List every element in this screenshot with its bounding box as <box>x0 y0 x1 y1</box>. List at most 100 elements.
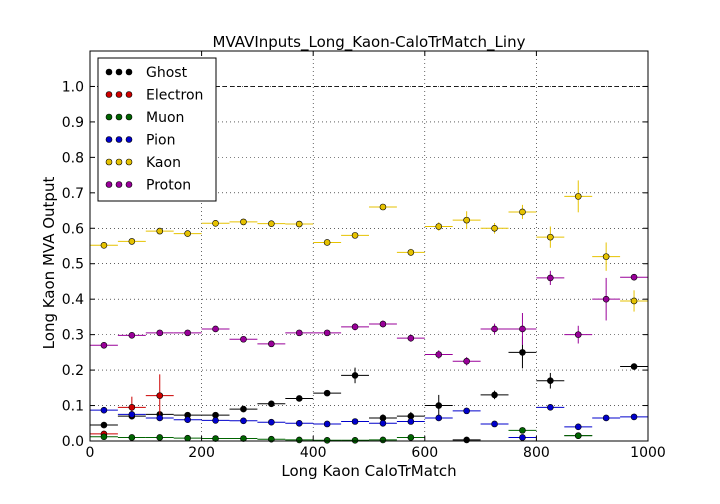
marker <box>407 434 415 441</box>
data-point <box>285 436 314 444</box>
data-marks <box>90 180 648 444</box>
marker <box>156 329 164 337</box>
marker <box>156 414 164 422</box>
marker <box>295 329 303 337</box>
marker <box>268 340 275 348</box>
legend-marker <box>105 158 113 166</box>
legend-label: Muon <box>146 110 184 126</box>
data-point <box>369 320 397 328</box>
y-tick-label: 0.1 <box>62 399 84 415</box>
data-point <box>145 374 174 417</box>
marker <box>547 233 554 241</box>
data-point <box>257 400 286 408</box>
marker <box>323 436 331 444</box>
data-point <box>620 273 648 281</box>
marker <box>100 341 108 349</box>
marker <box>547 274 554 282</box>
series-pion <box>90 404 648 441</box>
data-point <box>564 432 593 439</box>
marker <box>519 434 526 441</box>
data-point <box>201 220 230 227</box>
marker <box>212 435 219 442</box>
marker <box>100 433 108 441</box>
y-tick-label: 0.5 <box>62 257 84 273</box>
legend-item-electron: Electron <box>105 88 203 104</box>
y-tick-label: 0.3 <box>62 328 84 344</box>
x-tick-label: 600 <box>411 445 438 461</box>
legend-marker <box>105 113 113 121</box>
data-point <box>117 332 146 339</box>
data-point <box>229 405 258 413</box>
data-point <box>536 226 565 248</box>
x-tick-label: 400 <box>300 445 327 461</box>
marker <box>351 323 359 331</box>
marker <box>379 419 387 427</box>
marker <box>491 420 498 428</box>
data-point <box>313 420 342 428</box>
marker <box>491 325 498 333</box>
legend-item-ghost: Ghost <box>105 65 188 81</box>
data-point <box>229 218 258 226</box>
marker <box>351 418 359 425</box>
legend-marker <box>125 158 133 166</box>
legend-label: Ghost <box>146 65 188 81</box>
data-point <box>424 414 453 422</box>
marker <box>240 335 247 343</box>
marker <box>491 224 498 232</box>
data-point <box>396 248 425 256</box>
marker <box>240 218 247 226</box>
marker <box>574 423 582 431</box>
marker <box>435 402 443 409</box>
marker <box>519 325 526 333</box>
data-point <box>257 220 286 227</box>
legend-marker <box>115 113 123 121</box>
data-point <box>285 220 314 228</box>
marker <box>323 329 331 337</box>
data-point <box>90 421 118 429</box>
data-point <box>313 436 342 444</box>
data-point <box>145 329 174 337</box>
legend-marker <box>115 181 123 188</box>
x-tick-label: 800 <box>523 445 550 461</box>
data-point <box>145 227 174 235</box>
marker <box>184 434 191 442</box>
data-point <box>145 414 174 422</box>
data-point <box>369 419 397 427</box>
data-point <box>173 434 202 442</box>
data-point <box>620 363 648 370</box>
marker <box>547 404 554 411</box>
series-kaon <box>90 180 648 312</box>
data-point <box>341 418 369 425</box>
data-point <box>396 434 425 441</box>
x-tick-label: 0 <box>86 445 95 461</box>
chart-title: MVAVInputs_Long_Kaon-CaloTrMatch_Liny <box>213 33 526 52</box>
marker <box>602 414 610 422</box>
data-point <box>229 435 258 442</box>
data-point <box>285 419 314 427</box>
marker <box>435 223 443 230</box>
data-point <box>229 417 258 425</box>
data-point <box>480 420 509 428</box>
marker <box>407 418 415 425</box>
marker <box>128 332 136 339</box>
legend-marker <box>105 181 113 188</box>
series-muon <box>90 427 593 444</box>
marker <box>630 363 638 370</box>
marker <box>128 434 136 441</box>
marker <box>240 417 247 425</box>
marker <box>128 404 136 411</box>
y-tick-label: 0.4 <box>62 292 84 308</box>
data-point <box>90 241 118 249</box>
y-tick-label: 0.9 <box>62 115 84 131</box>
marker <box>100 406 108 414</box>
data-point <box>536 270 565 285</box>
data-point <box>229 335 258 343</box>
marker <box>519 349 526 356</box>
data-point <box>620 413 648 421</box>
marker <box>323 420 331 428</box>
marker <box>519 208 526 216</box>
data-point <box>508 204 537 220</box>
marker <box>574 331 582 338</box>
marker <box>407 249 415 256</box>
data-point <box>173 329 202 337</box>
